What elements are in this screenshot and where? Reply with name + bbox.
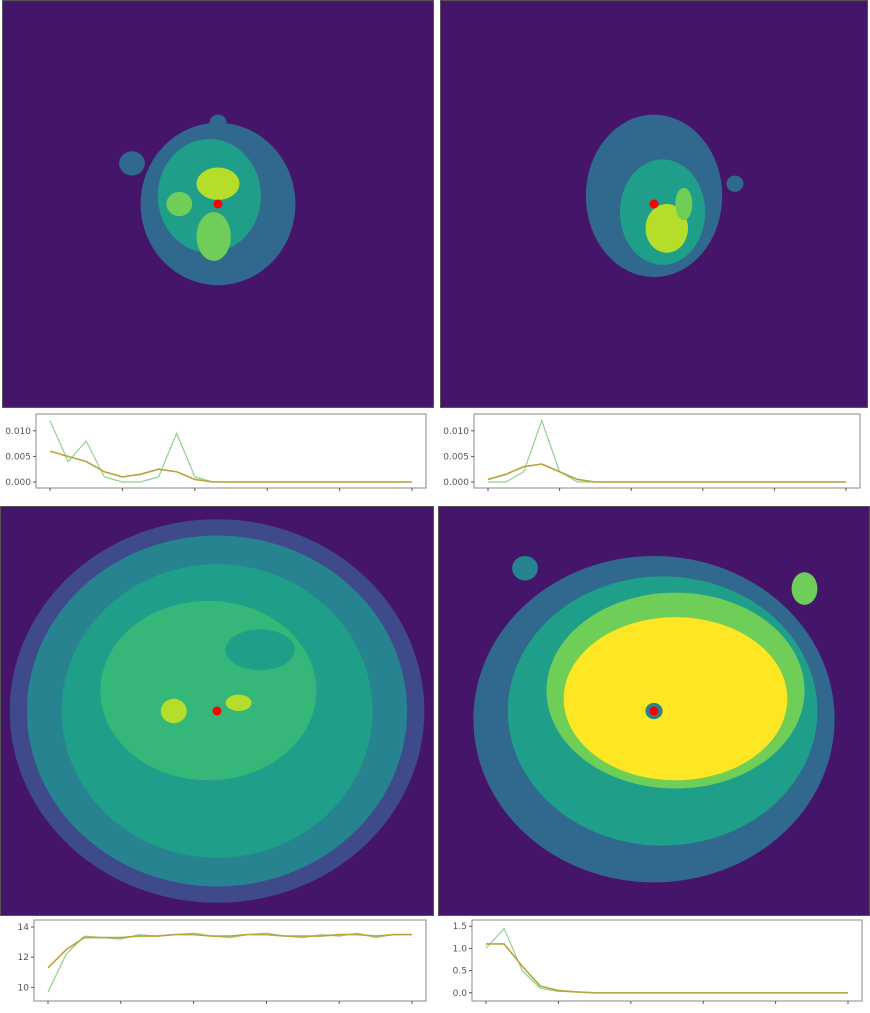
heatmap-contour-5 bbox=[791, 572, 818, 605]
density-bottom-left-svg: 10 12 14 bbox=[18, 919, 427, 1004]
center-marker bbox=[213, 199, 223, 209]
heatmap-bottom-left bbox=[0, 506, 434, 916]
heatmap-contour-4 bbox=[196, 212, 231, 261]
plot-frame bbox=[33, 919, 427, 1002]
heatmap-contour-3 bbox=[100, 600, 317, 781]
plot-frame bbox=[35, 413, 427, 489]
heatmap-top-right-svg bbox=[441, 1, 867, 407]
y-tick-label: 0.005 bbox=[5, 452, 31, 462]
y-tick-label: 14 bbox=[18, 923, 30, 933]
y-tick-label: 0.010 bbox=[443, 427, 469, 437]
y-tick-label: 0.010 bbox=[5, 427, 31, 437]
heatmap-contour-4 bbox=[512, 555, 538, 581]
center-marker bbox=[649, 706, 659, 716]
heatmap-bottom-right-svg bbox=[439, 507, 869, 915]
heatmap-contour-4 bbox=[726, 175, 744, 192]
y-tick-label: 10 bbox=[18, 983, 30, 993]
heatmap-contour-3 bbox=[675, 187, 693, 221]
center-marker bbox=[212, 706, 222, 716]
heatmap-contour-5 bbox=[209, 114, 227, 131]
series-line-1 bbox=[487, 463, 846, 483]
density-bottom-right-svg: 0.0 0.5 1.0 1.5 bbox=[453, 919, 863, 1004]
series-line-1 bbox=[47, 933, 412, 969]
heatmap-top-left bbox=[2, 0, 434, 408]
heatmap-contour-3 bbox=[563, 617, 788, 781]
plot-frame bbox=[471, 919, 863, 1002]
y-tick-label: 1.5 bbox=[453, 922, 467, 932]
y-tick-label: 1.0 bbox=[453, 944, 468, 954]
center-marker bbox=[649, 199, 659, 209]
heatmap-contour-3 bbox=[166, 191, 193, 217]
heatmap-contour-2 bbox=[196, 167, 240, 200]
heatmap-contour-2 bbox=[645, 204, 689, 253]
y-tick-label: 0.000 bbox=[443, 478, 469, 488]
heatmap-contour-5 bbox=[160, 698, 187, 724]
heatmap-contour-6 bbox=[119, 151, 145, 176]
series-line-1 bbox=[49, 450, 412, 483]
y-tick-label: 12 bbox=[18, 953, 29, 963]
y-tick-label: 0.000 bbox=[5, 478, 31, 488]
y-tick-label: 0.5 bbox=[453, 967, 467, 977]
series-line-1 bbox=[486, 943, 848, 994]
heatmap-top-right bbox=[440, 0, 868, 408]
density-bottom-right: 0.0 0.5 1.0 1.5 bbox=[438, 916, 870, 1011]
density-top-right-svg: 0.000 0.005 0.010 bbox=[443, 413, 861, 491]
density-top-right: 0.000 0.005 0.010 bbox=[440, 410, 868, 498]
heatmap-bottom-right bbox=[438, 506, 870, 916]
heatmap-bottom-left-svg bbox=[1, 507, 433, 915]
heatmap-top-left-svg bbox=[3, 1, 433, 407]
y-tick-label: 0.0 bbox=[453, 989, 468, 999]
heatmap-contour-6 bbox=[225, 694, 252, 711]
y-tick-label: 0.005 bbox=[443, 452, 469, 462]
density-top-left: 0.000 0.005 0.010 bbox=[2, 410, 434, 498]
density-bottom-left: 10 12 14 bbox=[0, 916, 434, 1011]
density-top-left-svg: 0.000 0.005 0.010 bbox=[5, 413, 427, 491]
heatmap-contour-4 bbox=[225, 629, 295, 671]
plot-frame bbox=[473, 413, 861, 489]
